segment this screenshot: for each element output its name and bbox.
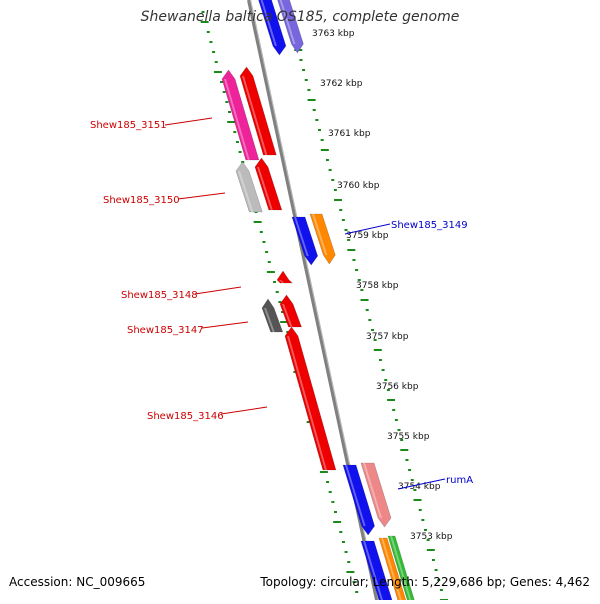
gene-red-3146-highlight [287,336,327,470]
kbp-label: 3756 kbp [376,382,419,392]
gene-red-3148-highlight [279,280,285,283]
kbp-label: 3754 kbp [398,482,441,492]
leader-line [201,321,249,329]
kbp-label: 3763 kbp [312,29,355,39]
leader-line [344,223,391,235]
gene-red-3151-highlight [242,76,268,155]
kbp-label: 3753 kbp [410,532,453,542]
gene-green-bottom [387,535,415,604]
gene-blue-top-left-highlight [260,0,277,46]
gene-salmon-ruma-highlight [363,463,382,518]
kbp-label: 3758 kbp [356,281,399,291]
gene-red-3148 [276,270,293,284]
gene-lightgray-3150 [235,161,263,213]
gene-slateblue-top [277,0,304,54]
outer-ruler-ticks [200,11,359,593]
gene-orange-bottom-highlight [381,538,403,601]
gene-magenta-3151 [221,69,260,161]
accession-label: Accession: NC_009665 [9,575,146,589]
gene-labels: Shew185_3151 Shew185_3150 Shew185_3148 Shew… [90,120,473,486]
gene-label-right: rumA [446,475,473,486]
gene-darkgray-3147-highlight [264,308,275,332]
leader-line [220,406,268,415]
gene-label-left: Shew185_3148 [121,290,198,301]
kbp-label: 3761 kbp [328,129,371,139]
kbp-label: 3757 kbp [366,332,409,342]
gene-orange-bottom [378,537,407,604]
gene-red-3147-highlight [282,304,293,327]
gene-blue-ruma [342,464,375,536]
gene-blue-bottom-highlight [363,541,384,601]
topology-label: Topology: circular; Length: 5,229,686 bp… [260,575,590,589]
gene-red-3151 [239,66,277,156]
kbp-label: 3762 kbp [320,79,363,89]
gene-orange-3149 [309,213,336,265]
gene-red-3150 [254,157,283,211]
kbp-label: 3759 kbp [346,231,389,241]
gene-green-bottom-highlight [390,536,412,601]
gene-blue-ruma-highlight [345,465,366,526]
leader-line [177,192,226,200]
leader-line [397,478,446,490]
gene-lightgray-3150-highlight [238,171,254,212]
gene-darkgray-3147 [261,298,284,333]
leader-line [164,117,213,126]
leader-line [194,286,242,295]
label-leader-lines [164,117,446,490]
gene-orange-3149-highlight [312,214,328,255]
gene-red-3150-highlight [257,167,273,210]
gene-slateblue-top-highlight [279,0,296,44]
gene-blue-top-left [258,0,287,56]
gene-label-left: Shew185_3146 [147,411,224,422]
gene-label-right: Shew185_3149 [391,220,468,231]
gene-blue-3149-highlight [294,217,309,256]
kbp-label: 3755 kbp [387,432,430,442]
gene-label-left: Shew185_3151 [90,120,167,131]
kbp-label: 3760 kbp [337,181,380,191]
gene-red-3147 [279,294,302,328]
gene-label-left: Shew185_3150 [103,195,180,206]
gene-blue-bottom [360,540,393,604]
map-title: Shewanella baltica OS185, complete genom… [140,9,460,25]
gene-features [221,0,415,604]
gene-magenta-3151-highlight [224,79,250,160]
gene-label-left: Shew185_3147 [127,325,204,336]
gene-salmon-ruma [360,462,392,528]
gene-blue-3149 [291,216,319,266]
kbp-labels: 3763 kbp 3762 kbp 3761 kbp 3760 kbp 3759 kbp… [312,29,453,542]
gene-red-3146 [284,326,337,471]
